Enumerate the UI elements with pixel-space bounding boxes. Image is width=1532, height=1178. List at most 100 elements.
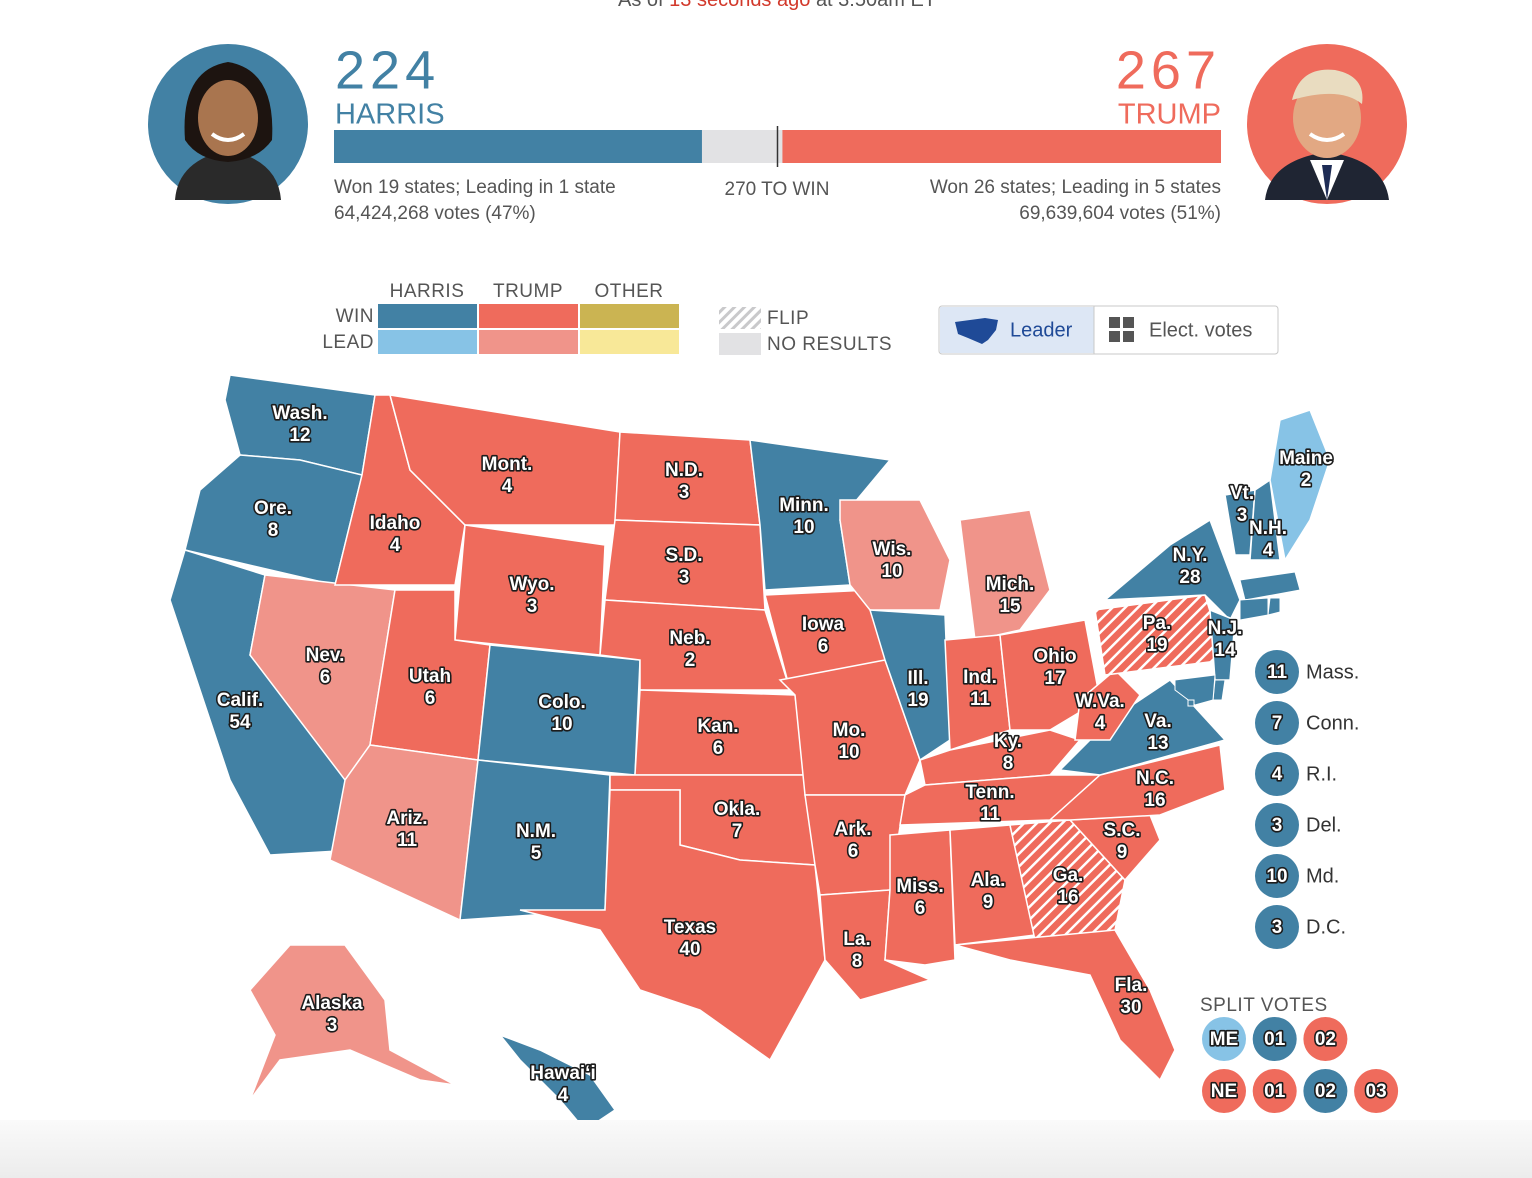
split-circle (1252, 1069, 1297, 1113)
state-name: Iowa (802, 614, 845, 635)
us-icon (955, 318, 998, 344)
legend-row: LEAD (322, 332, 374, 353)
state-name: Mo. (833, 720, 866, 741)
state-electoral-votes: 10 (551, 714, 572, 735)
state-name: Md. (1306, 865, 1339, 887)
legend-swatch-lead (378, 330, 477, 354)
state-name: R.I. (1306, 763, 1337, 785)
toggle-electoral-votes[interactable]: Elect. votes (1109, 317, 1252, 342)
state-circle (1255, 803, 1299, 847)
state-electoral-votes: 2 (1301, 470, 1312, 491)
state-name: Calif. (217, 690, 263, 711)
state-electoral-votes: 8 (1003, 753, 1014, 774)
small-states: 11 Mass. 7 Conn. 4 R.I. 3 Del. 10 Md. 3 D.C. (1255, 650, 1359, 949)
split-circle (1303, 1017, 1348, 1061)
state-name: Alaska (301, 993, 363, 1014)
state-electoral-votes: 2 (685, 650, 696, 671)
state-electoral-votes: 11 (397, 830, 418, 851)
state-name: N.C. (1136, 768, 1174, 789)
state-shape (1209, 608, 1236, 681)
split-label: 03 (1366, 1081, 1387, 1102)
state-shape (1009, 819, 1126, 941)
state-name: N.Y. (1173, 545, 1208, 566)
split-label: NE (1211, 1081, 1237, 1102)
trump-electoral-votes: 267 (1116, 40, 1221, 100)
state-electoral-votes: 15 (999, 596, 1021, 617)
electoral-bar (334, 126, 1221, 167)
split-label: 02 (1315, 1081, 1336, 1102)
legend-swatch-lead (479, 330, 578, 354)
harris-bar (334, 130, 702, 163)
state-electoral-votes: 10 (838, 742, 859, 763)
state-name: Utah (409, 666, 451, 687)
state-shape (1267, 597, 1281, 616)
legend: WIN LEAD FLIP NO RESULTS HARRIS TRUMP OTHE… (322, 281, 892, 355)
split-votes-title: SPLIT VOTES (1200, 995, 1328, 1016)
state-electoral-votes: 40 (679, 939, 700, 960)
state-electoral-votes: 6 (713, 738, 724, 759)
no-results-label: NO RESULTS (767, 334, 892, 355)
state-name: N.J. (1208, 618, 1243, 639)
state-electoral-votes: 3 (1272, 815, 1283, 836)
state-shape (1174, 674, 1216, 706)
harris-summary: Won 19 states; Leading in 1 state (334, 177, 616, 198)
split-circle (1252, 1017, 1297, 1061)
harris-electoral-votes: 224 (335, 40, 440, 100)
state-electoral-votes: 9 (1117, 842, 1128, 863)
state-shape (839, 499, 951, 611)
harris-popular-vote: 64,424,268 votes (47%) (334, 203, 536, 224)
state-name: Del. (1306, 814, 1342, 836)
state-electoral-votes: 30 (1120, 997, 1141, 1018)
state-electoral-votes: 6 (320, 667, 331, 688)
state-name: Pa. (1143, 613, 1172, 634)
split-votes: ME 01 02 NE 01 02 03 (1202, 1017, 1399, 1113)
state-electoral-votes: 10 (793, 517, 814, 538)
trump-photo (1247, 44, 1407, 204)
state-electoral-votes: 11 (970, 689, 991, 710)
state-name: Mont. (482, 454, 533, 475)
state-labels: Wash.12Ore.8Calif.54Nev.6Idaho4Mont.4Wyo… (215, 401, 1334, 1107)
harris-photo (148, 44, 308, 204)
state-name: S.C. (1104, 820, 1141, 841)
state-shape (1187, 699, 1195, 707)
timestamp: As of 13 seconds ago at 3:50am ET (618, 0, 936, 11)
state-electoral-votes: 3 (527, 596, 538, 617)
legend-swatch-win (479, 304, 578, 328)
state-name: Colo. (538, 692, 586, 713)
state-electoral-votes: 4 (390, 535, 401, 556)
legend-swatch-lead (580, 330, 679, 354)
state-electoral-votes: 3 (679, 482, 690, 503)
split-label: 01 (1264, 1029, 1286, 1050)
state-circle (1255, 701, 1299, 745)
legend-row: WIN (336, 306, 374, 327)
state-shape (388, 394, 621, 526)
state-shape (249, 944, 456, 1101)
state-shape (329, 744, 479, 922)
trump-popular-vote: 69,639,604 votes (51%) (1019, 203, 1221, 224)
state-electoral-votes: 6 (425, 688, 436, 709)
state-name: Conn. (1306, 712, 1359, 734)
toggle-leader[interactable]: Leader (940, 307, 1094, 353)
legend-party: OTHER (595, 281, 664, 302)
flip-swatch (719, 307, 761, 329)
state-electoral-votes: 12 (289, 425, 310, 446)
state-name: Ind. (963, 667, 997, 688)
state-name: Fla. (1115, 975, 1148, 996)
trump-bar (782, 130, 1221, 163)
state-shape (1269, 409, 1331, 563)
state-electoral-votes: 16 (1144, 790, 1165, 811)
state-electoral-votes: 19 (907, 690, 928, 711)
state-name: N.D. (665, 460, 703, 481)
state-name: Vt. (1230, 483, 1254, 504)
state-circle (1255, 854, 1299, 898)
state-shape (868, 609, 951, 762)
no-results-swatch (719, 333, 761, 355)
state-name: N.H. (1249, 518, 1287, 539)
state-name: Ore. (254, 498, 292, 519)
legend-swatch-win (580, 304, 679, 328)
state-electoral-votes: 3 (1237, 505, 1248, 526)
state-name: D.C. (1306, 916, 1346, 938)
timestamp-prefix: As of (618, 0, 664, 11)
state-electoral-votes: 11 (980, 804, 1001, 825)
